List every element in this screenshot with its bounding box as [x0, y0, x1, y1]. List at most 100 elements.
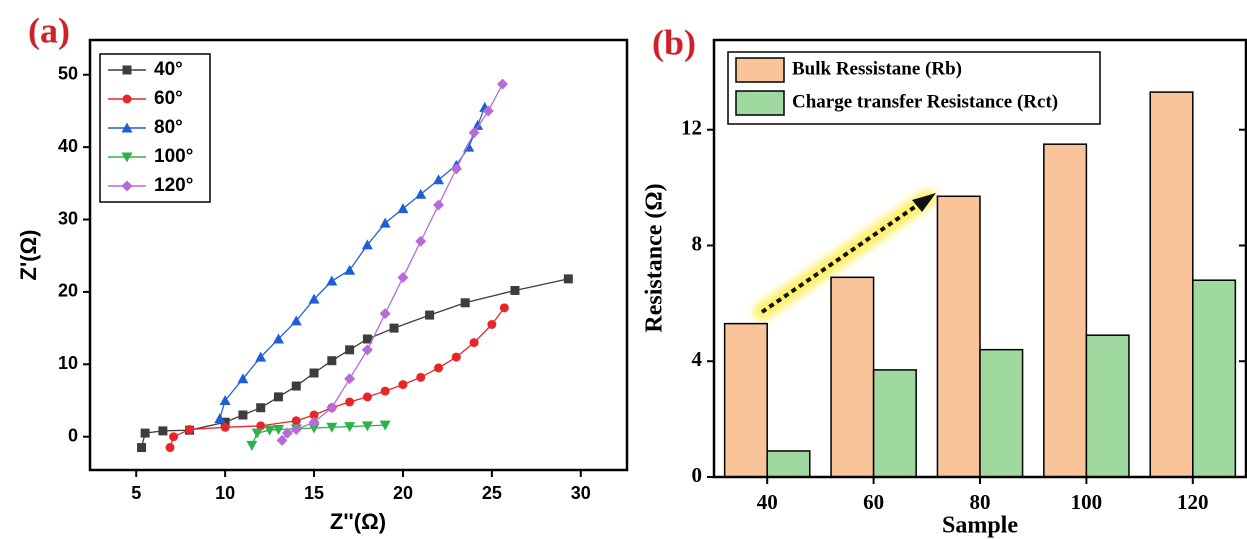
legend-label: 60° — [154, 88, 183, 109]
marker — [344, 373, 356, 385]
y-tick-label: 20 — [58, 281, 78, 301]
marker — [291, 381, 301, 391]
bar — [979, 348, 1024, 478]
bar — [1149, 91, 1194, 478]
marker — [563, 274, 573, 284]
marker — [158, 426, 168, 436]
x-tick-label: 10 — [215, 483, 235, 503]
marker — [272, 333, 284, 344]
legend-label: 80° — [154, 117, 183, 138]
series-line — [251, 424, 386, 446]
y-tick-label: 10 — [58, 353, 78, 373]
series-line — [219, 107, 486, 419]
marker — [389, 323, 399, 333]
x-tick-label: 5 — [131, 483, 141, 503]
plot-frame — [712, 38, 1247, 479]
x-tick-label: 20 — [393, 483, 413, 503]
marker — [122, 65, 132, 75]
legend-label: 100° — [154, 146, 193, 167]
marker — [246, 440, 258, 451]
marker — [361, 239, 373, 250]
marker — [345, 397, 355, 407]
marker — [121, 122, 133, 133]
marker — [380, 386, 390, 396]
bar — [1192, 279, 1237, 478]
marker — [276, 434, 288, 446]
marker — [469, 338, 479, 348]
marker — [308, 293, 320, 304]
marker — [185, 424, 195, 434]
marker — [472, 119, 484, 130]
marker — [361, 344, 373, 356]
marker — [344, 264, 356, 275]
marker — [510, 285, 520, 295]
y-tick-label: 12 — [681, 116, 702, 140]
marker — [398, 380, 408, 390]
marker — [425, 310, 435, 320]
marker — [487, 319, 497, 329]
marker — [121, 152, 133, 163]
marker — [122, 94, 132, 104]
bar — [936, 195, 981, 478]
marker — [281, 427, 293, 439]
marker — [379, 308, 391, 320]
marker — [362, 392, 372, 402]
marker — [468, 127, 480, 139]
marker — [433, 174, 445, 185]
marker — [214, 413, 226, 424]
x-tick-label: 25 — [482, 483, 502, 503]
marker — [309, 368, 319, 378]
marker — [415, 235, 427, 247]
marker — [361, 421, 373, 432]
marker — [379, 420, 391, 431]
y-tick-label: 0 — [692, 463, 703, 487]
x-tick-label: 40 — [757, 490, 778, 514]
marker — [326, 402, 338, 414]
legend-label: 40° — [154, 59, 183, 80]
marker — [433, 199, 445, 211]
marker — [140, 428, 150, 438]
panel-label: (b) — [652, 22, 696, 62]
legend-swatch — [735, 57, 785, 83]
x-tick-label: 60 — [863, 490, 884, 514]
legend-swatch — [735, 90, 785, 116]
marker — [345, 345, 355, 355]
marker — [397, 271, 409, 283]
legend-label: Bulk Ressistane (Rb) — [792, 58, 962, 79]
marker — [251, 428, 263, 439]
marker — [273, 392, 283, 402]
marker — [169, 432, 179, 442]
x-tick-label: 15 — [304, 483, 324, 503]
marker — [434, 363, 444, 373]
marker — [499, 303, 509, 313]
marker — [497, 78, 509, 90]
marker — [219, 395, 231, 406]
y-tick-label: 0 — [68, 425, 78, 445]
marker — [416, 372, 426, 382]
bar — [766, 450, 811, 478]
x-axis-label: Sample — [942, 513, 1018, 539]
y-axis-label: Resistance (Ω) — [642, 183, 668, 332]
plot-frame — [88, 38, 629, 472]
y-tick-label: 30 — [58, 208, 78, 228]
series-line — [281, 83, 504, 441]
x-tick-label: 100 — [1071, 490, 1103, 514]
marker — [308, 416, 320, 428]
y-axis-label: Z'(Ω) — [16, 230, 41, 281]
trend-arrow — [753, 189, 937, 321]
marker — [327, 356, 337, 366]
marker — [255, 351, 267, 362]
x-tick-label: 80 — [970, 490, 991, 514]
marker — [220, 422, 230, 432]
marker — [137, 443, 147, 453]
marker — [256, 403, 266, 413]
marker — [482, 105, 494, 117]
marker — [460, 298, 470, 308]
marker — [397, 203, 409, 214]
x-axis-label: Z''(Ω) — [330, 509, 386, 534]
bar — [830, 276, 875, 478]
y-tick-label: 50 — [58, 63, 78, 83]
marker — [220, 417, 230, 427]
x-tick-label: 120 — [1177, 490, 1209, 514]
